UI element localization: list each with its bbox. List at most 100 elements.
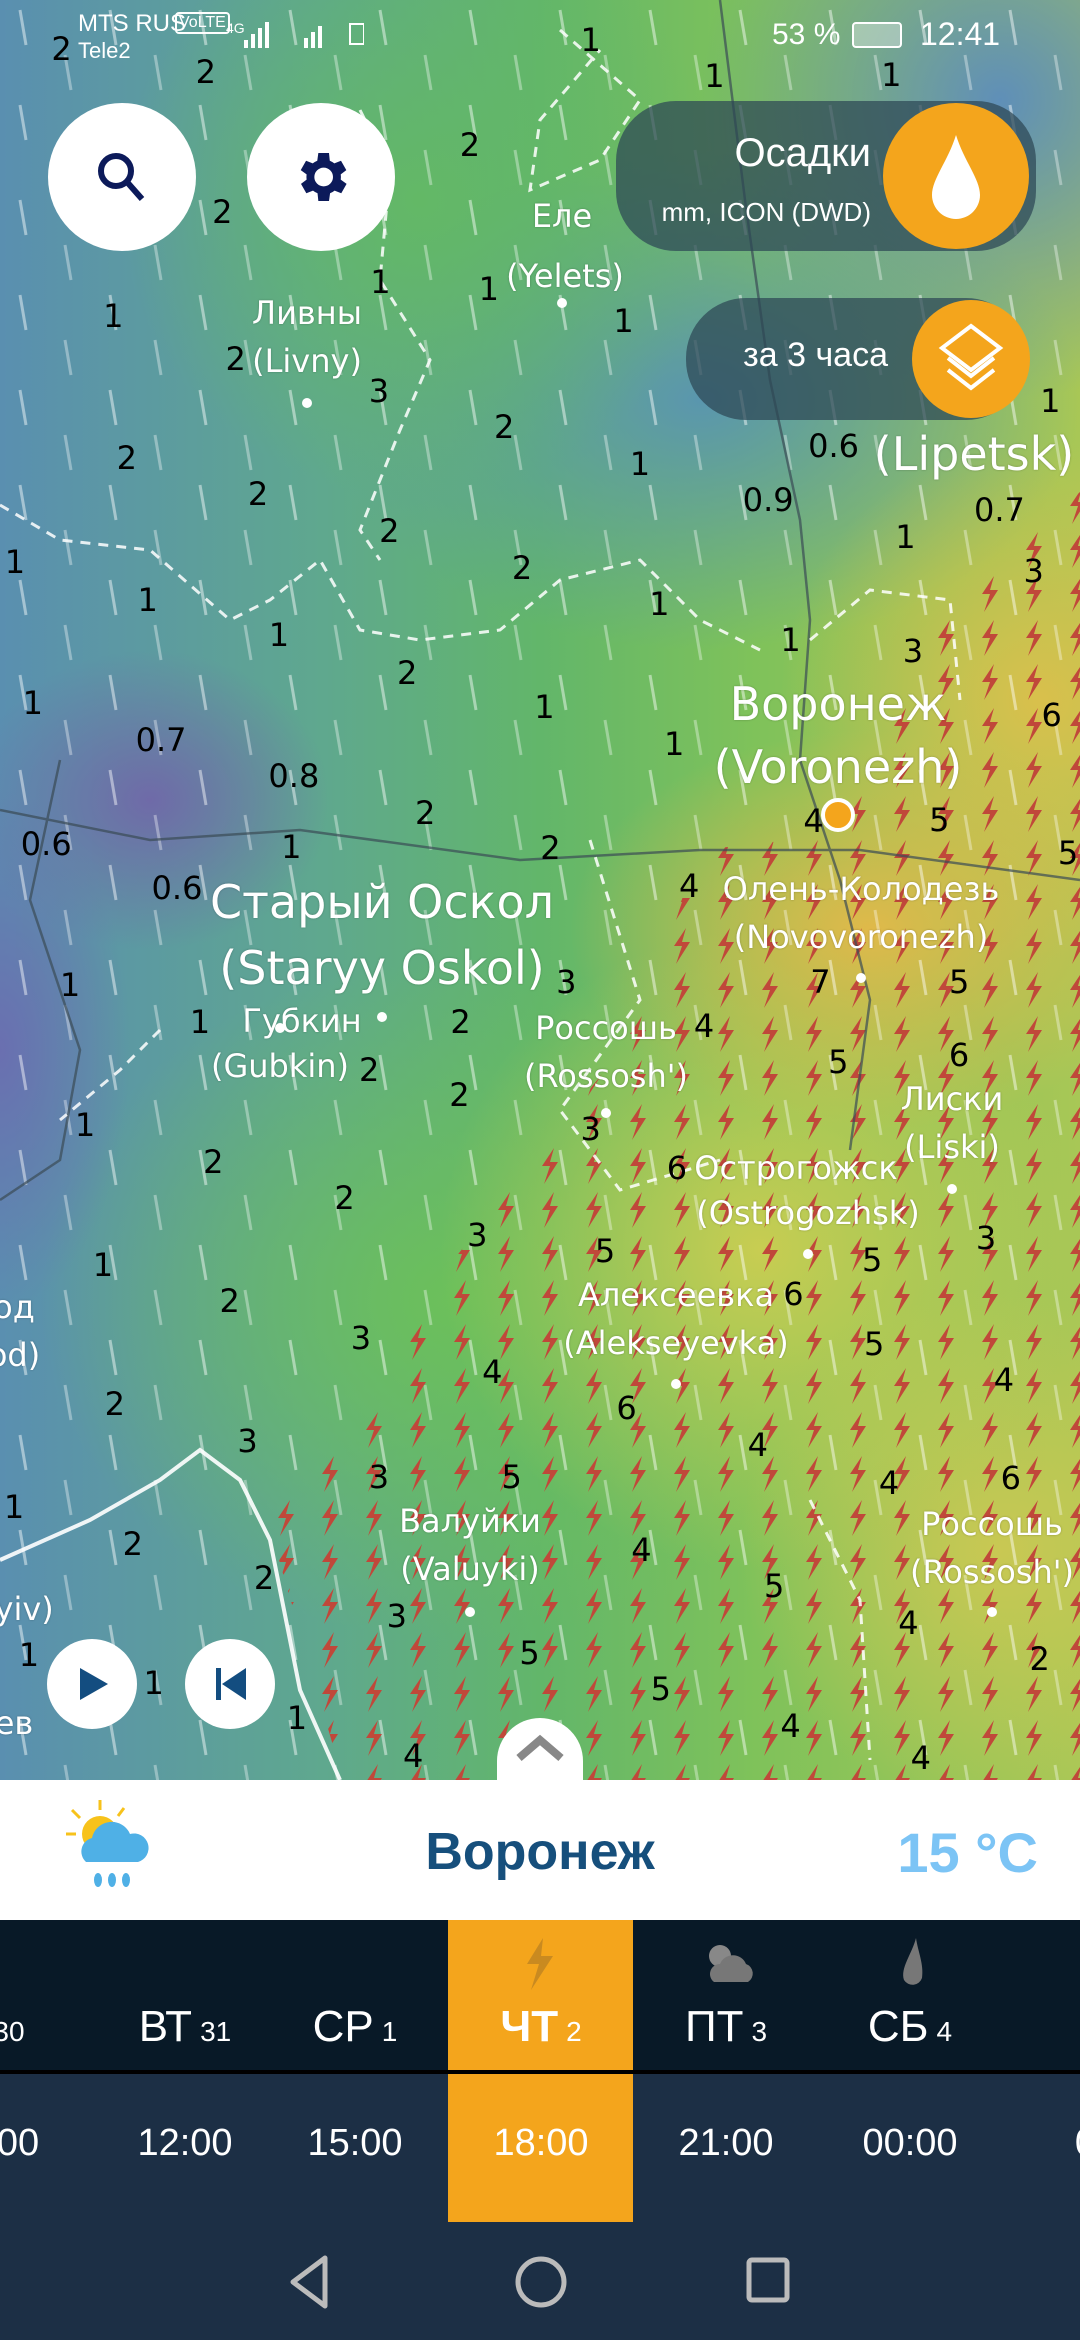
- skip-to-start-button[interactable]: [185, 1639, 275, 1729]
- precipitation-value: 3: [368, 371, 390, 410]
- precipitation-value: 4: [403, 1736, 424, 1775]
- precipitation-value: 0.6: [20, 825, 72, 864]
- day-tab[interactable]: ВТ 31: [92, 1920, 278, 2070]
- clock: 12:41: [920, 16, 1001, 52]
- precipitation-value: 0.7: [135, 720, 187, 759]
- precipitation-value: 2: [334, 1178, 355, 1217]
- precipitation-value: 1: [268, 616, 290, 655]
- precipitation-value: 2: [397, 653, 418, 692]
- city-marker[interactable]: [803, 1249, 813, 1259]
- city-marker[interactable]: [302, 398, 312, 408]
- city-label-latin: uyiv): [0, 1590, 54, 1628]
- city-marker[interactable]: [671, 1379, 681, 1389]
- day-name: СР: [312, 2002, 374, 2051]
- home-icon[interactable]: [513, 2254, 569, 2310]
- day-tab[interactable]: ЧТ 2: [448, 1920, 634, 2070]
- precipitation-value: 3: [350, 1319, 372, 1358]
- precipitation-value: 1: [143, 1663, 164, 1702]
- city-marker[interactable]: [275, 1023, 285, 1033]
- city-label-latin: (Yelets): [506, 257, 624, 295]
- search-icon: [98, 153, 145, 201]
- day-name: ЧТ: [500, 2002, 559, 2051]
- city-label-name: Старый Оскол: [210, 875, 554, 929]
- settings-button[interactable]: [247, 103, 395, 251]
- precipitation-value: 1: [1040, 382, 1061, 421]
- precipitation-value: 2: [414, 793, 436, 832]
- battery-icon: [852, 22, 902, 48]
- play-button[interactable]: [47, 1639, 137, 1729]
- city-label-name: ев: [0, 1704, 34, 1742]
- precipitation-value: 2: [253, 1559, 275, 1598]
- precipitation-value: 2: [104, 1384, 126, 1423]
- time-slot[interactable]: 15:00: [307, 2122, 403, 2164]
- precipitation-value: 1: [780, 620, 801, 659]
- precipitation-value: 2: [358, 1051, 380, 1090]
- selected-location-marker[interactable]: [821, 798, 855, 832]
- city-marker[interactable]: [856, 973, 866, 983]
- city-marker[interactable]: [601, 1108, 611, 1118]
- weather-map[interactable]: Ливны (Livny) Еле (Yelets) (Lipetsk) Воронеж (…: [0, 0, 1080, 1780]
- location-panel[interactable]: Воронеж 15 °C: [0, 1780, 1080, 1920]
- precipitation-value: 1: [649, 585, 670, 624]
- city-label-name: Ливны: [252, 294, 362, 332]
- city-marker[interactable]: [465, 1607, 475, 1617]
- time-selector[interactable]: 00 12:00 15:00 18:00 21:00 00:00 03: [0, 2074, 1080, 2222]
- precipitation-value: 0.8: [268, 756, 320, 795]
- precipitation-value: 6: [948, 1035, 970, 1074]
- city-marker[interactable]: [987, 1607, 997, 1617]
- back-icon[interactable]: [285, 2252, 335, 2312]
- time-slot[interactable]: 03: [1003, 2122, 1080, 2165]
- precipitation-value: 2: [116, 438, 137, 477]
- city-marker[interactable]: [377, 1012, 387, 1022]
- precipitation-value: 4: [693, 1007, 715, 1046]
- precipitation-value: 1: [613, 301, 634, 340]
- region-borders: [0, 28, 962, 1761]
- precipitation-value: 1: [3, 1487, 25, 1526]
- city-label-name: Губкин: [242, 1002, 362, 1040]
- precipitation-value: 4: [803, 802, 824, 841]
- precipitation-value: 2: [247, 474, 269, 513]
- city-label-name: Алексеевка: [577, 1276, 775, 1314]
- carrier-2: Tele2: [78, 38, 131, 63]
- play-icon: [80, 1668, 108, 1700]
- layers-button[interactable]: [912, 300, 1030, 418]
- city-label-latin: (Alekseyevka): [563, 1324, 789, 1362]
- day-tab[interactable]: СБ 4: [817, 1920, 1003, 2070]
- precipitation-value: 1: [881, 56, 902, 95]
- precipitation-value: 0.6: [151, 868, 203, 907]
- time-slot[interactable]: 12:00: [137, 2122, 233, 2164]
- day-name: В: [1077, 2002, 1080, 2051]
- day-date: 1: [381, 2016, 398, 2047]
- precipitation-value: 2: [511, 549, 533, 588]
- precipitation-value: 4: [878, 1463, 900, 1502]
- temperature: 15 °C: [897, 1821, 1038, 1884]
- precipitation-layer-button[interactable]: [883, 103, 1029, 249]
- city-label-latin: (Staryy Oskol): [219, 941, 545, 995]
- precipitation-value: 1: [704, 56, 725, 95]
- sun-cloud-rain-icon: [66, 1800, 149, 1887]
- time-slot[interactable]: 00: [0, 2122, 40, 2164]
- precipitation-value: 1: [895, 518, 916, 556]
- city-marker[interactable]: [557, 298, 567, 308]
- precipitation-value: 1: [664, 725, 685, 764]
- chevron-up-icon: [516, 1734, 564, 1762]
- time-slot[interactable]: 00:00: [862, 2122, 958, 2164]
- city-label-latin: (Valuyki): [400, 1550, 540, 1588]
- precipitation-value: 2: [459, 125, 481, 164]
- search-button[interactable]: [48, 103, 196, 251]
- day-tab[interactable]: СР 1: [262, 1920, 448, 2070]
- city-marker[interactable]: [947, 1184, 957, 1194]
- city-label-latin: od): [0, 1336, 41, 1374]
- time-slot[interactable]: 18:00: [493, 2122, 589, 2164]
- day-tab[interactable]: В: [1003, 1920, 1080, 2070]
- precipitation-value: 3: [580, 1110, 601, 1149]
- time-slot[interactable]: 21:00: [678, 2122, 774, 2164]
- day-selector[interactable]: 30ВТ31СР1ЧТ2ПТ3СБ4В: [0, 1920, 1080, 2070]
- precipitation-value: 2: [449, 1075, 470, 1114]
- city-label-latin: (Rossosh'): [523, 1057, 689, 1095]
- precipitation-value: 3: [902, 632, 924, 671]
- precipitation-value: 4: [482, 1353, 503, 1392]
- day-tab[interactable]: ПТ 3: [633, 1920, 819, 2070]
- recents-icon[interactable]: [745, 2256, 793, 2306]
- day-tab[interactable]: 30: [0, 1920, 98, 2070]
